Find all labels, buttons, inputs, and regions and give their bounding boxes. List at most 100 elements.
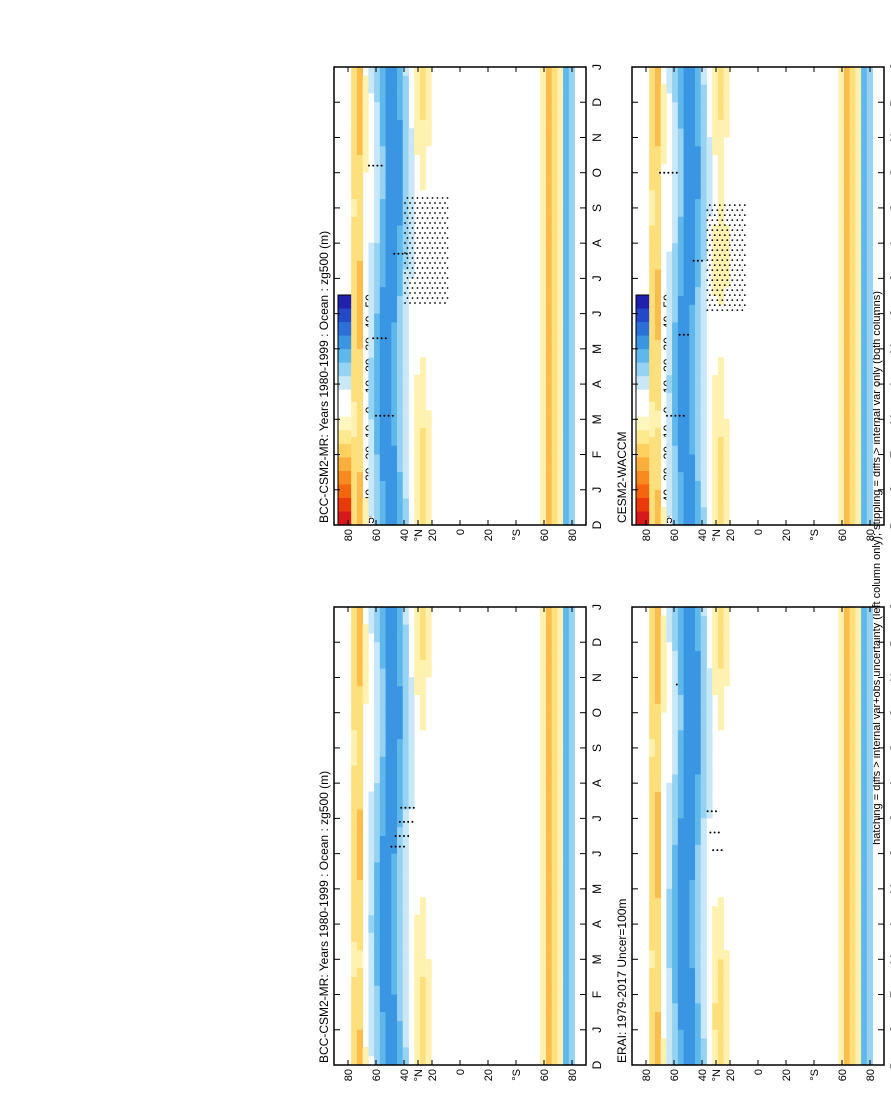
lat-label: 20 [781,529,793,541]
field-cell [654,128,662,138]
hatch-dot [416,247,419,249]
field-cell [563,445,570,455]
field-cell [849,694,856,704]
hatch-dot [424,232,426,234]
field-cell [540,756,547,766]
field-cell [866,712,873,722]
field-cell [717,694,725,704]
field-cell [545,172,553,182]
field-cell [545,489,553,499]
field-cell [385,809,392,819]
field-cell [540,932,547,942]
field-cell [654,418,662,429]
field-cell [649,216,656,226]
field-cell [695,401,702,411]
field-cell [563,66,570,76]
field-cell [838,844,845,854]
field-cell [397,269,404,279]
field-cell [723,110,730,120]
field-cell [356,800,364,810]
field-cell [540,844,547,854]
stipple-dot [667,171,670,174]
field-cell [402,154,409,164]
hatch-dot [436,207,439,209]
field-cell [414,976,421,986]
field-cell [838,392,845,402]
field-cell [402,110,409,120]
field-cell [563,1029,570,1039]
field-cell [695,677,702,687]
hatch-dot [726,309,729,311]
field-cell [866,304,873,314]
field-cell [855,615,862,625]
field-cell [397,366,404,376]
field-cell [563,897,570,907]
hatch-dot [738,264,741,266]
hatch-dot [419,272,421,274]
field-cell [838,791,845,801]
field-cell [689,906,696,916]
hatch-dot [426,197,429,199]
field-cell [563,1020,570,1030]
field-cell [838,427,845,437]
field-cell [855,304,862,314]
field-cell [351,923,358,933]
field-cell [391,480,398,490]
field-cell [654,782,662,792]
field-cell [712,84,719,94]
field-cell [654,181,662,191]
field-cell [843,888,851,898]
field-cell [843,392,851,402]
field-cell [649,383,656,393]
field-cell [351,207,358,217]
field-cell [861,694,868,704]
field-cell [683,154,690,164]
field-cell [695,374,702,385]
field-cell [545,198,553,208]
field-cell [356,207,364,217]
field-cell [379,189,386,200]
field-cell [654,216,662,226]
field-cell [700,1020,707,1030]
field-cell [545,348,553,358]
field-cell [557,322,564,332]
field-cell [838,251,845,261]
field-cell [368,304,375,314]
field-cell [849,668,856,678]
field-cell [700,489,707,499]
field-cell [557,747,564,757]
field-cell [717,1011,725,1021]
hatch-dot [409,212,411,214]
field-cell [351,809,358,819]
field-cell [385,835,392,845]
field-cell [397,216,404,226]
field-cell [855,1038,862,1048]
lat-label: 20 [427,1069,439,1081]
field-cell [689,756,696,766]
field-cell [356,119,364,129]
field-cell [385,189,392,200]
field-cell [849,401,856,411]
field-cell [717,985,725,995]
field-cell [849,782,856,792]
field-cell [855,216,862,226]
field-cell [677,392,684,402]
hatch-dot [411,207,414,209]
hatch-dot [439,262,441,264]
field-cell [649,765,656,775]
field-cell [700,941,707,951]
field-cell [843,366,851,376]
field-cell [700,172,707,182]
field-cell [402,366,409,376]
field-cell [563,506,570,517]
field-cell [540,242,547,252]
field-cell [677,967,684,977]
field-cell [356,985,364,995]
field-cell [843,932,851,942]
field-cell [866,615,873,625]
field-cell [683,888,690,898]
field-cell [351,137,358,147]
field-cell [855,295,862,305]
